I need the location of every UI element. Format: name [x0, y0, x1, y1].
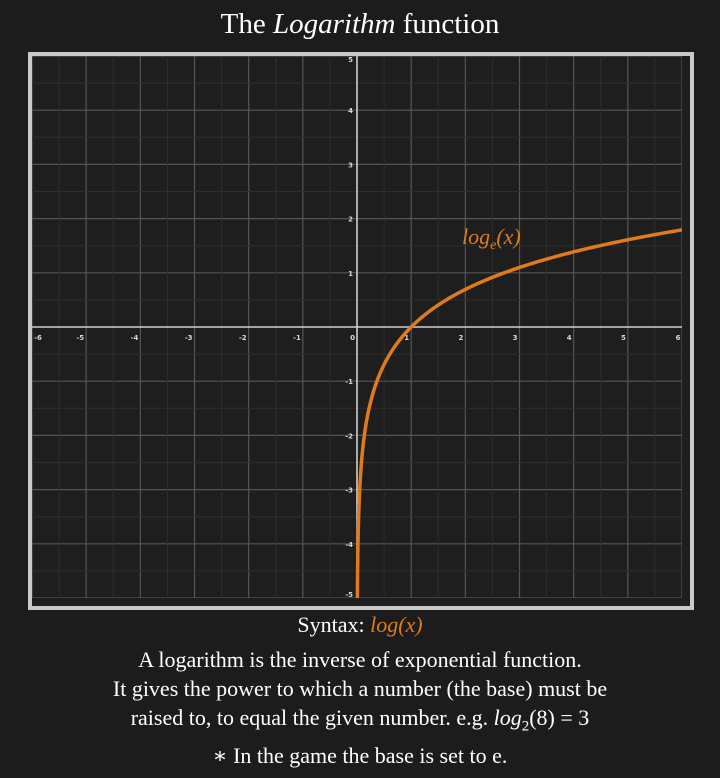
x-tick-label: 2 — [458, 334, 463, 342]
description: A logarithm is the inverse of exponentia… — [0, 645, 720, 741]
x-tick-label: 4 — [567, 334, 572, 342]
curve-label-sub: e — [490, 238, 496, 253]
x-tick-label: 6 — [676, 334, 681, 342]
tick-labels: -6 -5 -4 -3 -2 -1 0 1 2 3 4 5 6 -5 -4 -3 -2 -1 1 2 3 4 5 — [34, 56, 680, 598]
note-star: ∗ — [212, 743, 228, 768]
example-sub: 2 — [521, 718, 530, 735]
axes — [32, 56, 682, 598]
title-suffix: function — [395, 8, 500, 40]
x-tick-label: -6 — [34, 334, 42, 342]
y-tick-label: 2 — [348, 216, 353, 224]
x-tick-label: -2 — [239, 334, 247, 342]
x-tick-label: 5 — [621, 334, 626, 342]
syntax-label: Syntax: — [297, 612, 371, 637]
x-tick-label: -4 — [131, 334, 139, 342]
y-tick-label: -4 — [345, 541, 353, 549]
note-text: In the game the base is set to e. — [227, 743, 508, 768]
syntax-value: log(x) — [370, 612, 423, 637]
y-tick-label: -2 — [345, 432, 353, 440]
description-line-2: It gives the power to which a number (th… — [112, 676, 608, 701]
description-line-3: raised to, to equal the given number. e.… — [0, 703, 720, 741]
log-curve — [355, 228, 682, 598]
description-line-3-text: raised to, to equal the given number. e.… — [130, 705, 494, 730]
x-tick-label: 0 — [350, 334, 355, 342]
x-tick-label: 1 — [404, 334, 409, 342]
page-title: The Logarithm function — [0, 4, 720, 44]
y-tick-label: -3 — [345, 487, 353, 495]
chart-frame: -6 -5 -4 -3 -2 -1 0 1 2 3 4 5 6 -5 -4 -3 -2 -1 1 2 3 4 5 loge(… — [28, 52, 694, 610]
curve-label-arg: (x) — [496, 224, 520, 249]
y-tick-label: 1 — [348, 270, 353, 278]
x-tick-label: -1 — [293, 334, 301, 342]
x-tick-label: -5 — [76, 334, 84, 342]
title-emphasis: Logarithm — [272, 8, 396, 40]
description-line-1: A logarithm is the inverse of exponentia… — [138, 647, 582, 672]
base-note: ∗ In the game the base is set to e. — [0, 741, 720, 771]
curve-label: loge(x) — [462, 224, 521, 253]
example-base: log — [493, 705, 522, 730]
title-prefix: The — [220, 8, 273, 40]
y-tick-label: 5 — [348, 56, 353, 64]
syntax-line: Syntax: log(x) — [0, 610, 720, 640]
y-tick-label: 4 — [348, 107, 353, 115]
function-plot: -6 -5 -4 -3 -2 -1 0 1 2 3 4 5 6 -5 -4 -3 -2 -1 1 2 3 4 5 loge(… — [32, 56, 682, 598]
x-tick-label: -3 — [185, 334, 193, 342]
example-rest: (8) = 3 — [529, 705, 590, 730]
y-tick-label: 3 — [348, 161, 353, 169]
x-tick-label: 3 — [513, 334, 518, 342]
curve-label-base: log — [462, 224, 490, 249]
y-tick-label: -5 — [345, 591, 353, 598]
y-tick-label: -1 — [345, 378, 353, 386]
